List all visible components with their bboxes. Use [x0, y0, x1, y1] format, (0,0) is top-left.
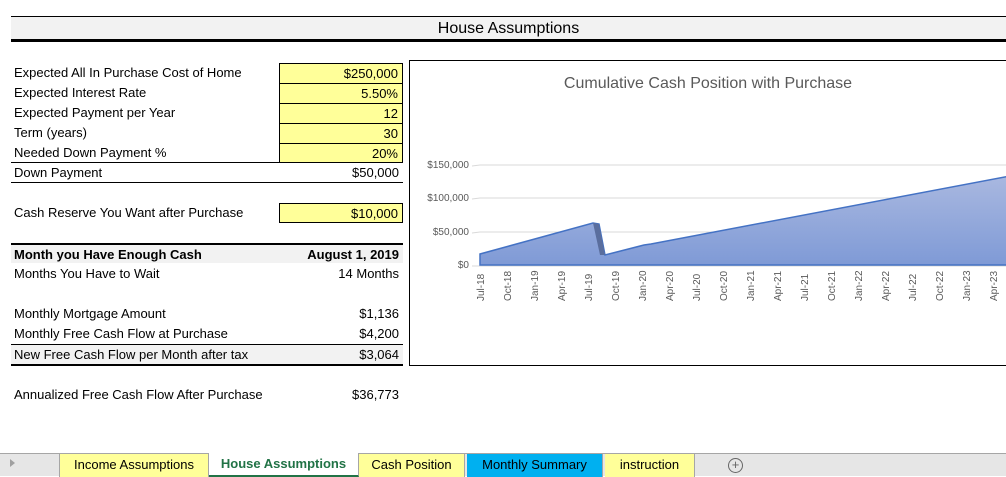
cash-reserve-label: Cash Reserve You Want after Purchase [14, 205, 244, 220]
x-tick: Oct-18 [503, 270, 514, 301]
x-tick: Jan-21 [746, 270, 757, 301]
month-enough-label: Month you Have Enough Cash [14, 247, 202, 262]
down-payment-row: Down Payment $50,000 [11, 163, 403, 183]
x-tick: Jul-18 [476, 273, 487, 301]
term-label: Term (years) [14, 125, 87, 140]
payments-per-year-cell[interactable]: 12 [279, 103, 403, 123]
sheet-title-bar: House Assumptions [11, 16, 1006, 42]
x-tick: Jan-20 [638, 270, 649, 301]
scroll-tabs-right-icon[interactable] [10, 459, 15, 467]
interest-rate-label: Expected Interest Rate [14, 85, 147, 100]
x-tick: Oct-22 [935, 270, 946, 301]
x-tick: Jul-21 [800, 273, 811, 301]
sheet-title: House Assumptions [437, 20, 580, 37]
y-tick-150000: $150,000 [427, 160, 469, 171]
x-tick: Jul-19 [584, 273, 595, 301]
month-enough-value[interactable]: August 1, 2019 [307, 247, 399, 262]
interest-rate-cell[interactable]: 5.50% [279, 83, 403, 103]
x-tick: Oct-19 [611, 270, 622, 301]
new-free-cash-value[interactable]: $3,064 [359, 347, 399, 362]
term-cell[interactable]: 30 [279, 123, 403, 143]
payments-per-year-label: Expected Payment per Year [14, 105, 176, 120]
cash-reserve-cell[interactable]: $10,000 [279, 203, 403, 223]
purchase-cost-label: Expected All In Purchase Cost of Home [14, 65, 242, 80]
tab-monthly-summary[interactable]: Monthly Summary [467, 454, 603, 477]
x-tick: Apr-19 [557, 270, 568, 301]
chart-plot-area [471, 164, 1006, 267]
input-row-down-payment-pct: Needed Down Payment % 20% [11, 143, 403, 163]
x-tick: Jan-22 [854, 270, 865, 301]
chart-title: Cumulative Cash Position with Purchase [563, 75, 853, 92]
x-tick: Apr-23 [989, 270, 1000, 301]
mortgage-label: Monthly Mortgage Amount [14, 306, 166, 321]
input-row-interest-rate: Expected Interest Rate 5.50% [11, 83, 403, 103]
x-tick: Jan-23 [962, 270, 973, 301]
free-cash-label: Monthly Free Cash Flow at Purchase [14, 326, 228, 341]
input-row-purchase-cost: Expected All In Purchase Cost of Home $2… [11, 63, 403, 83]
x-tick: Oct-21 [827, 270, 838, 301]
tab-house-assumptions[interactable]: House Assumptions [209, 453, 359, 477]
y-tick-100000: $100,000 [427, 193, 469, 204]
free-cash-value[interactable]: $4,200 [359, 326, 399, 341]
x-tick: Oct-20 [719, 270, 730, 301]
add-sheet-icon[interactable]: + [728, 458, 743, 473]
tab-cash-position[interactable]: Cash Position [359, 454, 465, 477]
cumulative-cash-chart[interactable]: Cumulative Cash Position with Purchase $… [409, 60, 1006, 366]
new-free-cash-label: New Free Cash Flow per Month after tax [14, 347, 249, 362]
y-tick-50000: $50,000 [432, 227, 469, 238]
x-tick: Jul-20 [692, 273, 703, 301]
down-payment-value[interactable]: $50,000 [352, 165, 399, 180]
x-tick: Apr-20 [665, 270, 676, 301]
tab-instruction[interactable]: instruction [605, 454, 695, 477]
mortgage-value[interactable]: $1,136 [359, 306, 399, 321]
down-payment-label: Down Payment [14, 165, 103, 180]
annualized-row: Annualized Free Cash Flow After Purchase… [11, 385, 403, 405]
down-payment-pct-cell[interactable]: 20% [279, 143, 403, 163]
month-enough-row: Month you Have Enough Cash August 1, 201… [11, 243, 403, 263]
y-tick-0: $0 [457, 260, 469, 271]
tab-income-assumptions[interactable]: Income Assumptions [59, 454, 209, 477]
x-tick: Jul-22 [908, 273, 919, 301]
new-free-cash-row: New Free Cash Flow per Month after tax $… [11, 344, 403, 366]
x-tick: Jan-19 [530, 270, 541, 301]
months-wait-label: Months You Have to Wait [14, 266, 160, 281]
down-payment-pct-label: Needed Down Payment % [14, 145, 167, 160]
input-row-term: Term (years) 30 [11, 123, 403, 143]
months-wait-value[interactable]: 14 Months [338, 266, 399, 281]
annualized-label: Annualized Free Cash Flow After Purchase [14, 387, 263, 402]
x-tick: Apr-22 [881, 270, 892, 301]
purchase-cost-cell[interactable]: $250,000 [279, 63, 403, 83]
annualized-value[interactable]: $36,773 [352, 387, 399, 402]
months-wait-row: Months You Have to Wait 14 Months [11, 264, 403, 284]
cash-reserve-row: Cash Reserve You Want after Purchase $10… [11, 203, 403, 223]
input-row-payments-per-year: Expected Payment per Year 12 [11, 103, 403, 123]
x-tick: Apr-21 [773, 270, 784, 301]
free-cash-row: Monthly Free Cash Flow at Purchase $4,20… [11, 324, 403, 344]
sheet-tab-bar: Income Assumptions House Assumptions Cas… [0, 453, 1006, 477]
mortgage-row: Monthly Mortgage Amount $1,136 [11, 304, 403, 324]
